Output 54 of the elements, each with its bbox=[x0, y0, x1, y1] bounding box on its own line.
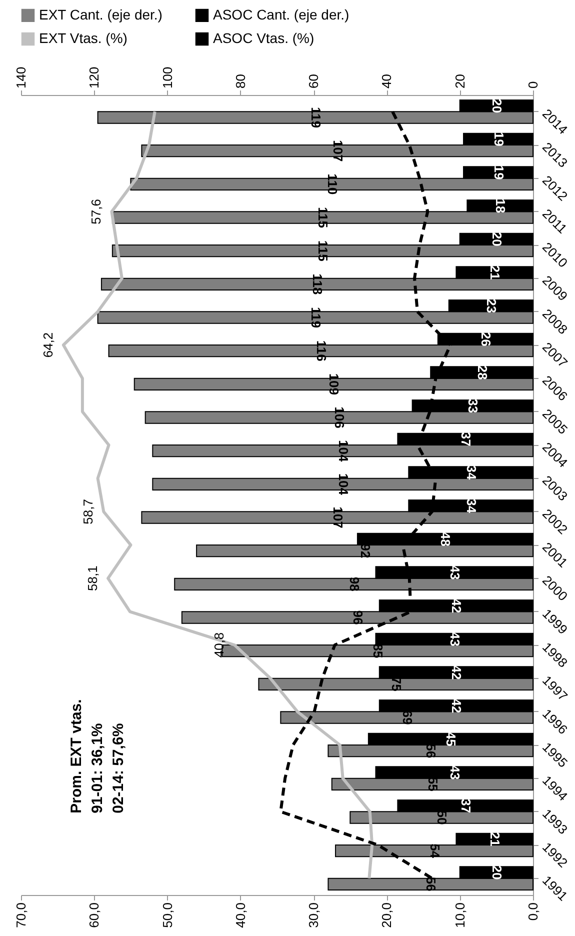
data-label: 34 bbox=[464, 498, 479, 514]
x-tick-label: 70,0 bbox=[14, 902, 28, 928]
data-label: 42 bbox=[449, 598, 464, 614]
x-tick-label: 40,0 bbox=[232, 902, 248, 928]
data-label: 64,2 bbox=[40, 332, 56, 358]
data-label: 43 bbox=[447, 565, 462, 580]
legend-label: EXT Cant. (eje der.) bbox=[39, 6, 162, 22]
x-tick-label: 60,0 bbox=[86, 902, 102, 928]
data-label: 48 bbox=[438, 532, 454, 546]
x2-tick-label: 40 bbox=[379, 74, 394, 88]
data-label: 42 bbox=[449, 698, 464, 714]
annotation: 02-14: 57,6% bbox=[110, 723, 127, 814]
data-label: 42 bbox=[449, 665, 464, 680]
x2-tick-label: 100 bbox=[160, 66, 175, 88]
x2-tick-label: 120 bbox=[86, 66, 102, 88]
data-label: 43 bbox=[447, 765, 462, 780]
legend-label: ASOC Vtas. (%) bbox=[213, 30, 314, 46]
x-tick-label: 20,0 bbox=[379, 902, 394, 928]
data-label: 23 bbox=[484, 298, 499, 314]
data-label: 20 bbox=[489, 98, 504, 114]
data-label: 57,6 bbox=[88, 199, 104, 224]
data-label: 107 bbox=[330, 506, 346, 528]
x2-tick-label: 20 bbox=[452, 74, 468, 88]
data-label: 37 bbox=[458, 432, 474, 446]
legend-label: ASOC Cant. (eje der.) bbox=[213, 6, 350, 22]
x-tick-label: 10,0 bbox=[452, 902, 468, 928]
data-label: 20 bbox=[489, 865, 504, 880]
data-label: 19 bbox=[491, 132, 506, 146]
data-label: 19 bbox=[491, 165, 506, 180]
data-label: 43 bbox=[447, 632, 462, 646]
data-label: 58,1 bbox=[85, 566, 100, 591]
x-tick-label: 0,0 bbox=[526, 902, 540, 921]
data-label: 34 bbox=[464, 465, 479, 480]
data-label: 20 bbox=[489, 232, 504, 246]
data-label: 33 bbox=[466, 398, 481, 414]
x2-tick-label: 140 bbox=[14, 66, 28, 88]
data-label: 104 bbox=[336, 473, 351, 496]
data-label: 45 bbox=[444, 732, 459, 746]
data-label: 40,8 bbox=[212, 632, 227, 658]
x-tick-label: 50,0 bbox=[160, 902, 175, 928]
data-label: 37 bbox=[458, 798, 474, 814]
x2-tick-label: 80 bbox=[232, 74, 248, 88]
annotation: 91-01: 36,1% bbox=[89, 723, 106, 814]
x2-tick-label: 60 bbox=[306, 74, 322, 88]
data-label: 18 bbox=[493, 198, 508, 214]
annotation: Prom. EXT vtas. bbox=[68, 699, 85, 814]
data-label: 21 bbox=[488, 832, 503, 846]
legend-label: EXT Vtas. (%) bbox=[39, 30, 128, 46]
x-tick-label: 30,0 bbox=[306, 902, 322, 928]
data-label: 58,7 bbox=[80, 499, 96, 524]
data-label: 26 bbox=[478, 332, 494, 346]
x2-tick-label: 0 bbox=[526, 81, 540, 88]
data-label: 28 bbox=[474, 365, 490, 380]
data-label: 21 bbox=[488, 265, 503, 280]
